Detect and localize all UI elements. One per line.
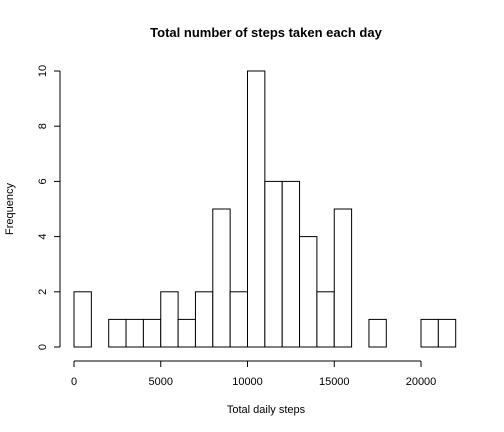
y-axis: 0 2 4 6 8 10	[37, 65, 61, 350]
x-tick-label: 15000	[319, 376, 350, 388]
histogram-bar	[229, 291, 248, 348]
histogram-bar	[160, 291, 179, 348]
bars-group	[73, 70, 457, 348]
histogram-bar	[437, 318, 457, 348]
histogram-bar	[194, 291, 214, 348]
histogram-bar	[108, 318, 127, 348]
y-tick-label: 8	[37, 123, 49, 129]
y-tick-label: 2	[37, 289, 49, 295]
y-tick-label: 4	[37, 234, 49, 240]
x-tick-label: 5000	[149, 376, 173, 388]
x-tick-label: 10000	[232, 376, 263, 388]
histogram-bar	[368, 318, 387, 348]
y-tick-label: 10	[37, 65, 49, 77]
histogram-bar	[212, 208, 231, 348]
x-tick-label: 20000	[406, 376, 437, 388]
y-tick-label: 6	[37, 178, 49, 184]
chart-title: Total number of steps taken each day	[150, 25, 382, 40]
x-tick-label: 0	[71, 376, 77, 388]
histogram-bar	[247, 70, 266, 348]
histogram-bar	[264, 180, 283, 348]
histogram-bar	[177, 318, 196, 348]
histogram-bar	[333, 208, 353, 348]
x-axis: 0 5000 10000 15000 20000	[71, 360, 437, 388]
y-axis-label: Frequency	[4, 183, 16, 235]
histogram-bar	[142, 318, 162, 348]
histogram-bar	[125, 318, 144, 348]
histogram-bar	[316, 291, 335, 348]
histogram-bar	[299, 236, 318, 348]
x-axis-label: Total daily steps	[227, 404, 306, 416]
histogram-bar	[281, 180, 301, 348]
y-tick-label: 0	[37, 344, 49, 350]
histogram-bar	[73, 291, 92, 348]
histogram-bar	[420, 318, 439, 348]
